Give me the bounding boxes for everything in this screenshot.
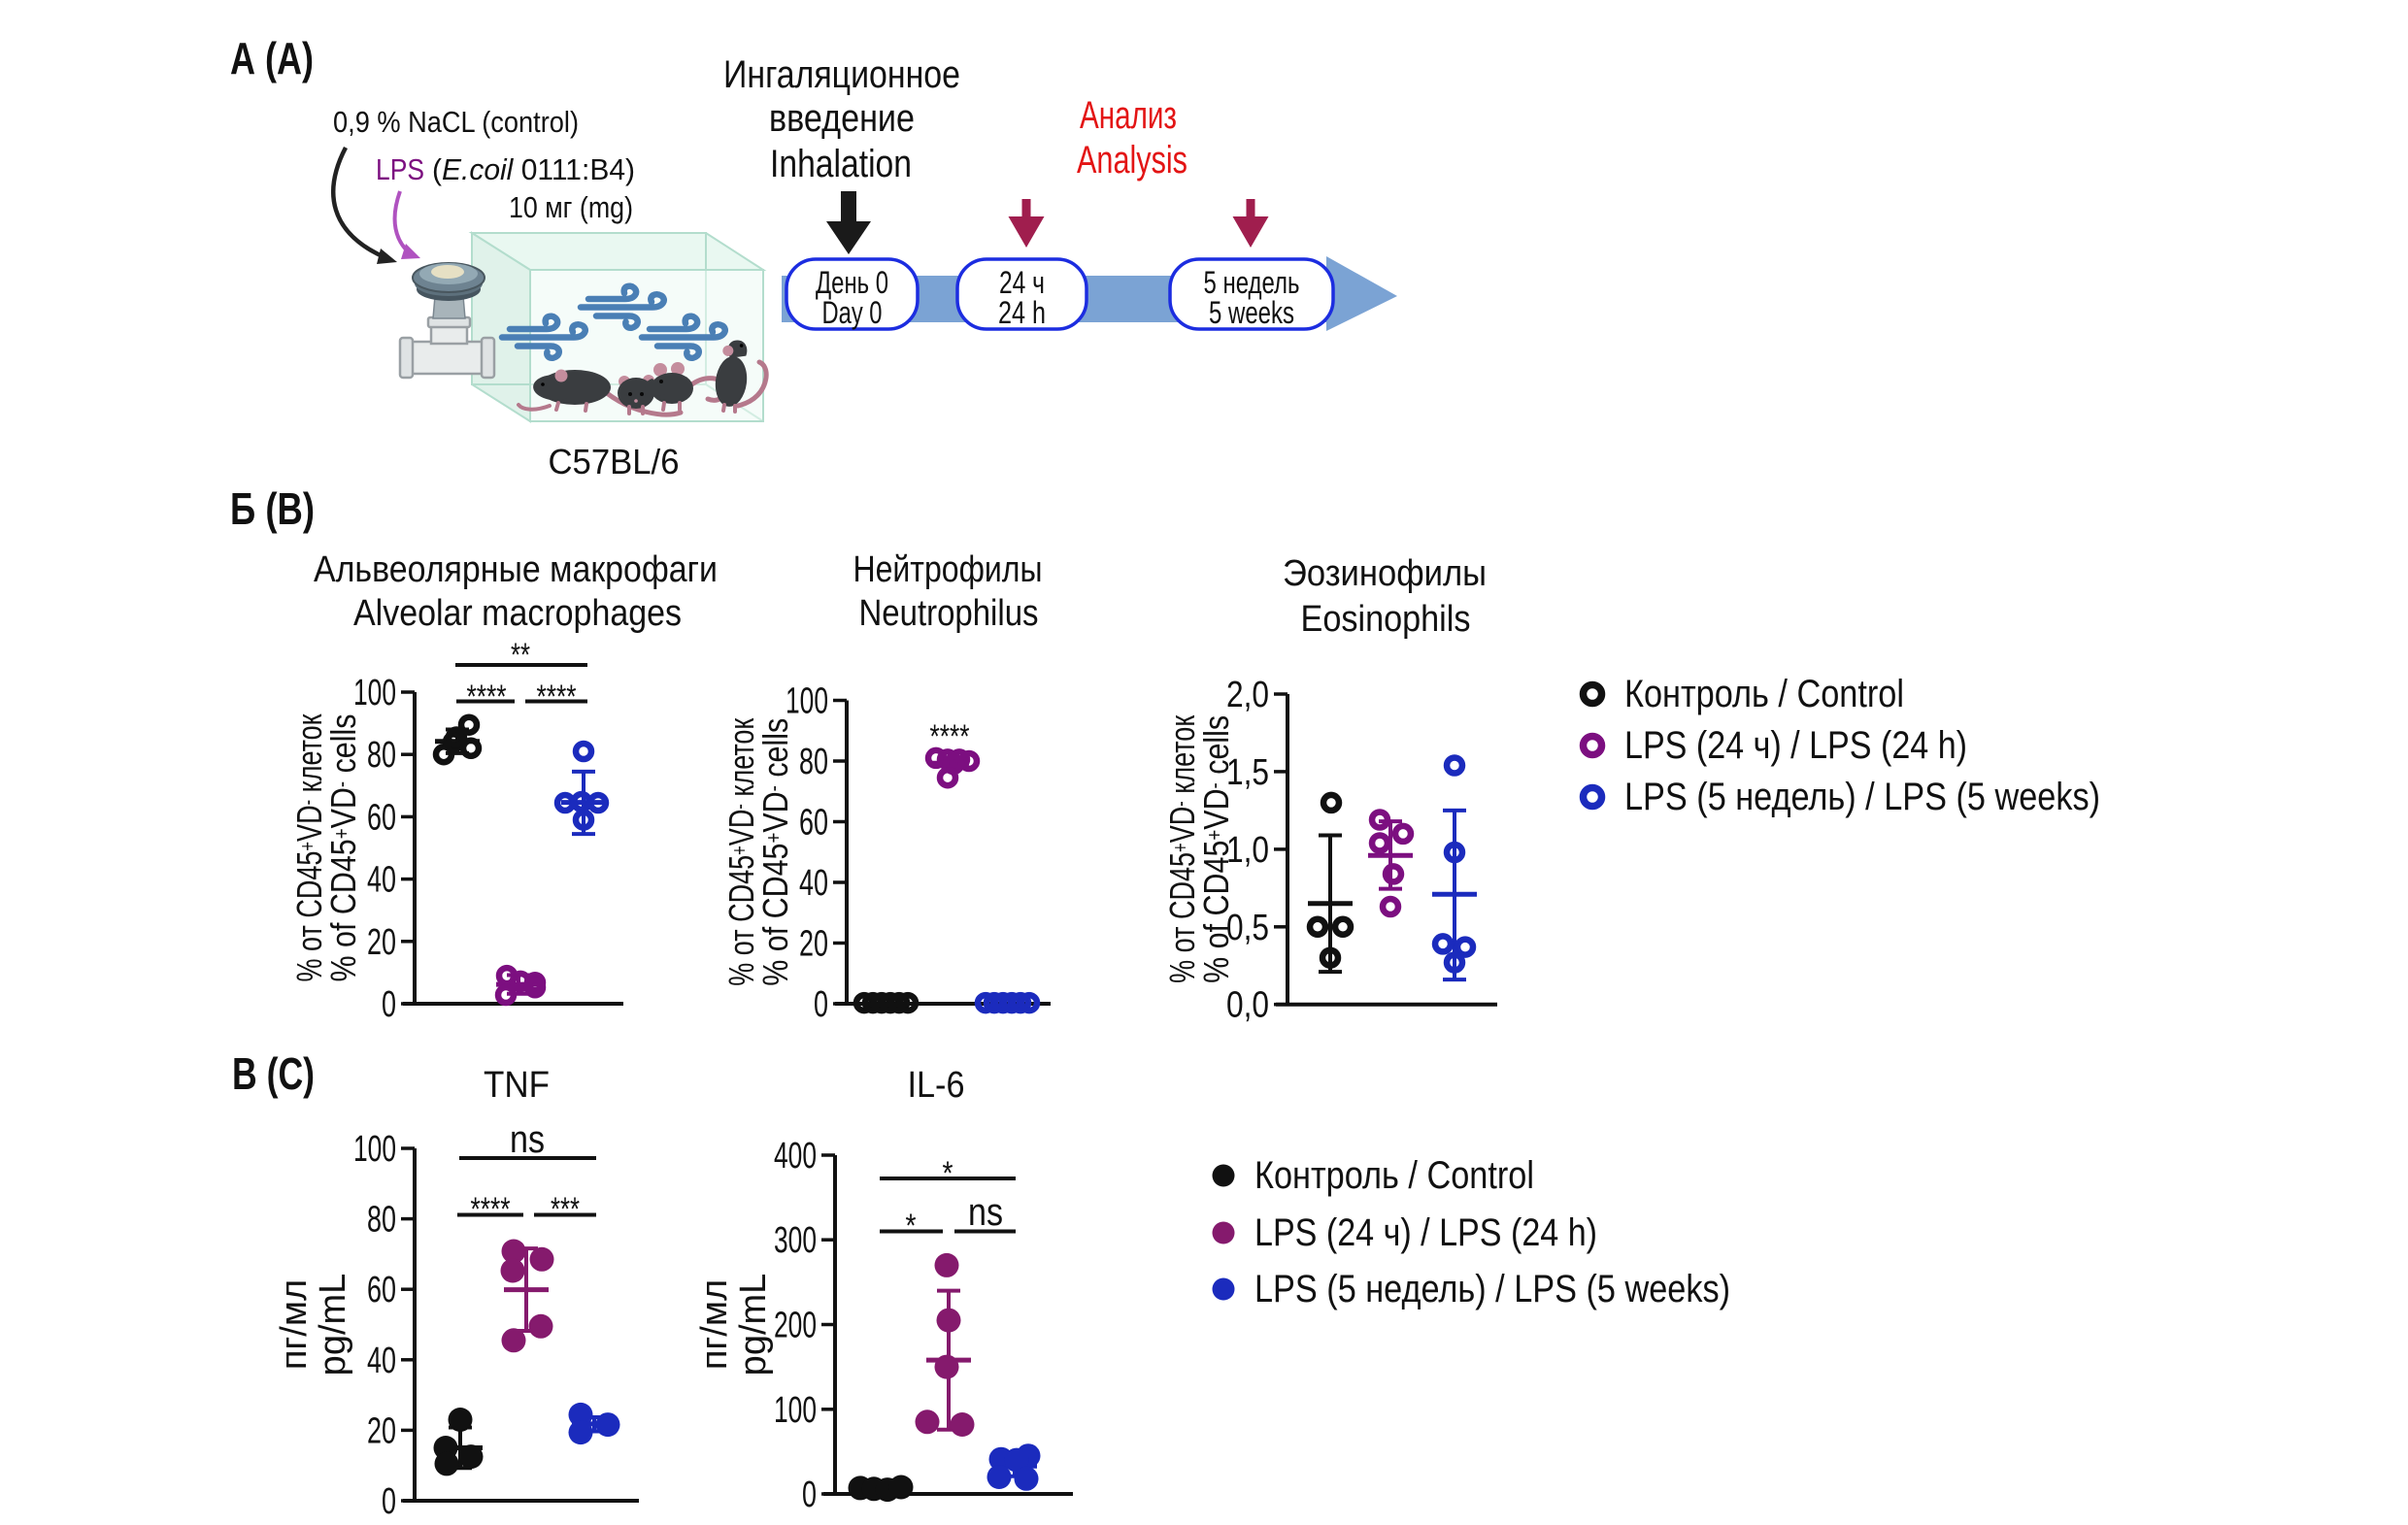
svg-text:Анализ: Анализ [1080, 94, 1177, 137]
svg-text:(E.coil 0111:B4): (E.coil 0111:B4) [432, 152, 635, 186]
svg-text:% of CD45+VD- cells: % of CD45+VD- cells [755, 718, 795, 986]
svg-text:24 h: 24 h [998, 295, 1046, 330]
svg-text:% of CD45+VD- cells: % of CD45+VD- cells [1196, 715, 1236, 983]
svg-text:10 мг (mg): 10 мг (mg) [509, 190, 633, 224]
svg-text:**: ** [511, 637, 530, 674]
svg-text:А (А): А (А) [230, 33, 314, 83]
svg-text:LPS: LPS [376, 152, 424, 186]
svg-text:День 0: День 0 [816, 265, 888, 300]
svg-text:****: **** [467, 679, 507, 715]
svg-text:80: 80 [367, 1200, 396, 1241]
svg-text:введение: введение [769, 97, 915, 140]
svg-text:60: 60 [367, 797, 396, 838]
svg-text:20: 20 [367, 1410, 396, 1451]
svg-text:400: 400 [774, 1136, 817, 1177]
svg-text:C57BL/6: C57BL/6 [549, 442, 680, 481]
svg-text:80: 80 [799, 742, 828, 782]
svg-text:***: *** [551, 1191, 580, 1228]
svg-text:****: **** [471, 1191, 511, 1228]
svg-text:Б (В): Б (В) [230, 483, 315, 534]
svg-text:40: 40 [367, 860, 396, 901]
svg-text:100: 100 [353, 673, 396, 713]
svg-text:20: 20 [367, 922, 396, 963]
svg-text:60: 60 [799, 803, 828, 844]
svg-text:Ингаляционное: Ингаляционное [723, 53, 960, 96]
svg-text:100: 100 [353, 1129, 396, 1170]
svg-text:Day 0: Day 0 [822, 295, 883, 330]
svg-text:40: 40 [367, 1341, 396, 1381]
svg-text:1,0: 1,0 [1226, 830, 1269, 871]
svg-text:1,5: 1,5 [1226, 752, 1269, 793]
svg-text:LPS (5 недель) / LPS (5 weeks): LPS (5 недель) / LPS (5 weeks) [1254, 1268, 1730, 1310]
svg-text:0: 0 [382, 984, 396, 1025]
svg-text:Альвеолярные макрофаги: Альвеолярные макрофаги [314, 549, 718, 590]
svg-text:300: 300 [774, 1220, 817, 1261]
svg-text:100: 100 [774, 1390, 817, 1431]
svg-text:****: **** [930, 718, 970, 755]
svg-text:Эозинофилы: Эозинофилы [1283, 553, 1487, 594]
svg-text:5 недель: 5 недель [1204, 265, 1300, 300]
svg-text:пг/мл: пг/мл [694, 1279, 735, 1370]
svg-text:60: 60 [367, 1270, 396, 1310]
svg-text:0: 0 [814, 984, 828, 1025]
svg-text:2,0: 2,0 [1226, 675, 1269, 715]
svg-text:Alveolar macrophages: Alveolar macrophages [353, 593, 682, 634]
svg-text:% of CD45+VD- cells: % of CD45+VD- cells [323, 714, 363, 982]
svg-text:pg/mL: pg/mL [733, 1274, 774, 1376]
svg-text:0,5: 0,5 [1226, 908, 1269, 948]
svg-text:100: 100 [786, 681, 828, 722]
svg-text:0,9 % NaCL (control): 0,9 % NaCL (control) [333, 105, 579, 139]
svg-text:40: 40 [799, 863, 828, 904]
svg-text:Контроль / Control: Контроль / Control [1624, 673, 1904, 715]
svg-text:Нейтрофилы: Нейтрофилы [853, 549, 1043, 590]
svg-text:IL-6: IL-6 [908, 1065, 965, 1106]
svg-text:пг/мл: пг/мл [274, 1279, 315, 1370]
svg-text:LPS (24 ч) / LPS (24 h): LPS (24 ч) / LPS (24 h) [1624, 724, 1967, 767]
svg-text:0: 0 [382, 1481, 396, 1522]
svg-text:24 ч: 24 ч [999, 265, 1045, 300]
svg-text:0: 0 [802, 1475, 817, 1515]
svg-text:Neutrophilus: Neutrophilus [859, 593, 1039, 634]
svg-text:pg/mL: pg/mL [313, 1274, 353, 1376]
svg-text:ns: ns [968, 1191, 1003, 1234]
svg-text:Eosinophils: Eosinophils [1301, 599, 1471, 640]
svg-text:Inhalation: Inhalation [770, 143, 912, 185]
svg-text:Контроль / Control: Контроль / Control [1254, 1154, 1534, 1197]
svg-text:0,0: 0,0 [1226, 985, 1269, 1026]
svg-text:20: 20 [799, 924, 828, 965]
svg-text:5 weeks: 5 weeks [1209, 295, 1294, 330]
svg-text:TNF: TNF [484, 1065, 550, 1106]
svg-text:80: 80 [367, 735, 396, 776]
svg-text:LPS (24 ч) / LPS (24 h): LPS (24 ч) / LPS (24 h) [1254, 1211, 1597, 1254]
svg-text:200: 200 [774, 1306, 817, 1346]
svg-text:*: * [943, 1155, 953, 1192]
svg-text:Analysis: Analysis [1077, 139, 1187, 182]
svg-text:ns: ns [510, 1118, 545, 1161]
svg-text:*: * [906, 1208, 917, 1244]
svg-text:LPS (5 недель) / LPS (5 weeks): LPS (5 недель) / LPS (5 weeks) [1624, 776, 2100, 818]
svg-text:В (С): В (С) [232, 1048, 315, 1099]
svg-text:****: **** [537, 679, 577, 715]
